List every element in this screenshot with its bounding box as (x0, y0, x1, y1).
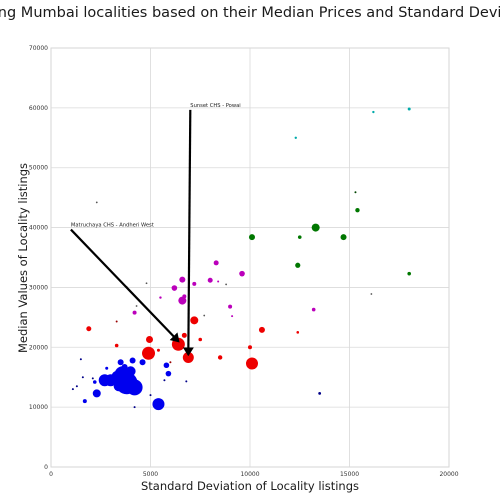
data-point (98, 374, 111, 387)
data-point (81, 376, 84, 379)
data-point (75, 385, 78, 388)
x-tick-label: 0 (49, 471, 53, 478)
data-point (79, 358, 82, 361)
data-point (163, 362, 170, 369)
y-tick-label: 0 (44, 464, 48, 471)
data-point (142, 346, 156, 360)
x-tick-labels: 0 5000 10000 15000 20000 (49, 471, 459, 478)
data-point (165, 370, 172, 377)
data-point (115, 320, 118, 323)
data-point (91, 377, 94, 380)
x-tick-label: 15000 (340, 471, 359, 478)
data-point (190, 316, 199, 325)
data-point (407, 271, 412, 276)
data-point (105, 366, 109, 370)
data-point (132, 310, 137, 315)
y-tick-labels: 0 10000 20000 30000 40000 50000 60000 70000 (29, 45, 48, 471)
data-point (192, 281, 197, 286)
data-point (198, 337, 203, 342)
data-point (178, 296, 187, 305)
y-tick-label: 10000 (29, 404, 48, 411)
data-point (82, 399, 87, 404)
data-point (182, 294, 187, 299)
data-point (169, 361, 172, 364)
data-point (149, 394, 152, 397)
data-point (311, 307, 316, 312)
data-point (296, 331, 300, 334)
data-point (372, 110, 375, 114)
data-point (340, 234, 347, 241)
data-point (311, 223, 320, 232)
data-point (163, 379, 166, 382)
data-point (181, 332, 187, 338)
data-point (92, 389, 101, 398)
data-point (92, 380, 97, 384)
x-tick-label: 10000 (240, 471, 259, 478)
annotation-label: Matruchaya CHS - Andheri West (71, 223, 154, 229)
annotation-arrow (70, 228, 180, 343)
data-point (248, 345, 252, 350)
data-point (370, 293, 373, 295)
data-point (225, 283, 228, 286)
data-point (354, 191, 357, 194)
data-point (86, 326, 92, 332)
data-point (239, 270, 245, 277)
y-tick-label: 40000 (29, 225, 48, 232)
data-point (295, 262, 301, 268)
data-point (213, 260, 219, 266)
data-point (139, 359, 146, 366)
data-point (133, 406, 136, 409)
data-point (129, 357, 136, 364)
data-point (179, 276, 186, 283)
data-point (111, 371, 122, 382)
data-point (248, 234, 255, 241)
data-point (217, 280, 220, 283)
x-tick-label: 20000 (439, 471, 458, 478)
data-point (207, 277, 213, 283)
data-point (113, 381, 124, 392)
data-point (245, 357, 258, 370)
data-point (231, 315, 234, 318)
data-point (318, 391, 322, 395)
y-tick-label: 60000 (29, 105, 48, 112)
y-tick-label: 20000 (29, 344, 48, 351)
data-point (217, 355, 223, 360)
data-point (156, 348, 160, 352)
data-point (132, 387, 137, 392)
data-point (114, 343, 119, 348)
x-tick-label: 5000 (143, 471, 158, 478)
data-point (258, 326, 265, 333)
data-point (171, 285, 178, 291)
y-axis-label: Median Values of Locality listings (16, 163, 30, 353)
data-point (185, 380, 188, 383)
y-tick-label: 50000 (29, 165, 48, 172)
data-point (95, 201, 98, 204)
annotation-label: Sunset CHS - Powai (190, 103, 240, 109)
data-point (203, 314, 206, 317)
data-point (71, 388, 74, 391)
grid-lines (50, 47, 450, 468)
data-point (152, 398, 165, 411)
y-tick-label: 70000 (29, 45, 48, 52)
y-tick-label: 30000 (29, 284, 48, 291)
annotations: Sunset CHS - Powai Matruchaya CHS - Andhe… (70, 103, 241, 357)
data-point (125, 366, 136, 377)
data-point (297, 235, 302, 239)
data-point (407, 107, 411, 111)
data-point (159, 296, 162, 299)
data-point (117, 359, 124, 366)
annotation-arrow (182, 109, 194, 357)
data-point (228, 304, 233, 309)
chart-title: Clustering Mumbai localities based on th… (0, 5, 500, 21)
data-point (146, 336, 154, 344)
data-point (121, 364, 128, 371)
data-point (355, 208, 360, 213)
data-point (294, 136, 297, 139)
data-point (145, 282, 148, 285)
data-point (135, 305, 138, 307)
x-axis-label: Standard Deviation of Locality listings (141, 479, 359, 493)
